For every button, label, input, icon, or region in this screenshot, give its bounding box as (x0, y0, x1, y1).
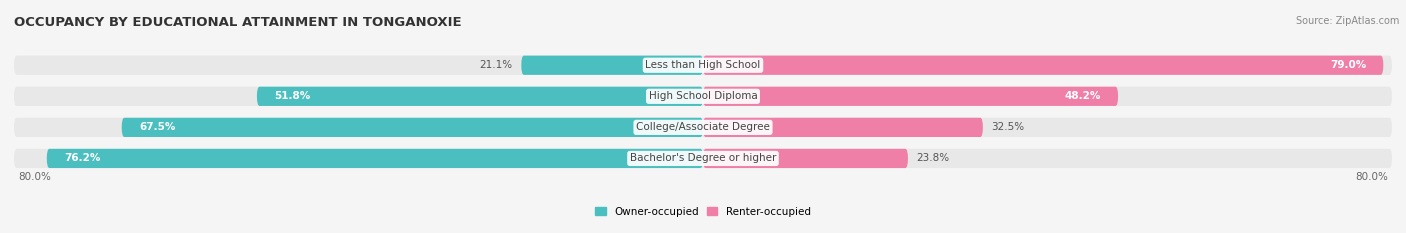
FancyBboxPatch shape (522, 56, 703, 75)
FancyBboxPatch shape (257, 87, 703, 106)
Text: High School Diploma: High School Diploma (648, 91, 758, 101)
FancyBboxPatch shape (703, 118, 983, 137)
Text: 48.2%: 48.2% (1064, 91, 1101, 101)
Legend: Owner-occupied, Renter-occupied: Owner-occupied, Renter-occupied (591, 203, 815, 221)
Text: 76.2%: 76.2% (65, 154, 100, 163)
Text: Bachelor's Degree or higher: Bachelor's Degree or higher (630, 154, 776, 163)
FancyBboxPatch shape (703, 149, 908, 168)
Text: 32.5%: 32.5% (991, 122, 1025, 132)
Text: 23.8%: 23.8% (917, 154, 949, 163)
Text: 80.0%: 80.0% (18, 172, 51, 182)
Text: OCCUPANCY BY EDUCATIONAL ATTAINMENT IN TONGANOXIE: OCCUPANCY BY EDUCATIONAL ATTAINMENT IN T… (14, 16, 461, 29)
Text: 79.0%: 79.0% (1330, 60, 1367, 70)
Text: 80.0%: 80.0% (1355, 172, 1388, 182)
Text: Source: ZipAtlas.com: Source: ZipAtlas.com (1295, 16, 1399, 26)
FancyBboxPatch shape (14, 87, 1392, 106)
FancyBboxPatch shape (14, 56, 1392, 75)
Text: Less than High School: Less than High School (645, 60, 761, 70)
FancyBboxPatch shape (14, 149, 1392, 168)
FancyBboxPatch shape (703, 87, 1118, 106)
FancyBboxPatch shape (46, 149, 703, 168)
FancyBboxPatch shape (14, 118, 1392, 137)
Text: College/Associate Degree: College/Associate Degree (636, 122, 770, 132)
FancyBboxPatch shape (703, 56, 1384, 75)
Text: 51.8%: 51.8% (274, 91, 311, 101)
Text: 21.1%: 21.1% (479, 60, 513, 70)
FancyBboxPatch shape (122, 118, 703, 137)
Text: 67.5%: 67.5% (139, 122, 176, 132)
